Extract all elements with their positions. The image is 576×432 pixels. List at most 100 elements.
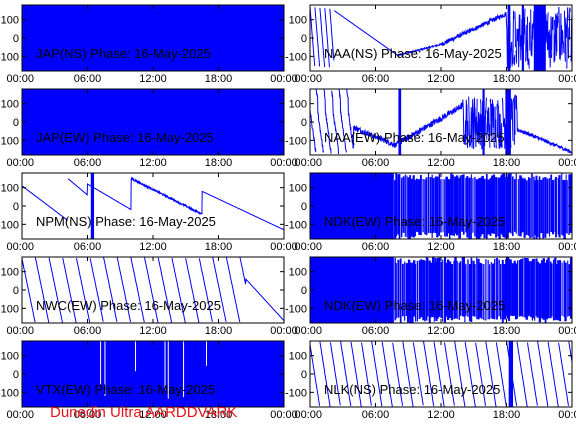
- y-tick-label: 100: [289, 351, 307, 363]
- y-tick-label: 0: [13, 117, 19, 129]
- y-tick-label: 0: [13, 285, 19, 297]
- y-tick-label: -100: [0, 387, 19, 399]
- phase-panel: 1000-10000:0006:0012:0018:0000:00NLK(NS)…: [285, 340, 576, 421]
- y-tick-label: 100: [1, 15, 19, 27]
- phase-trace: [22, 257, 284, 323]
- y-tick-label: 100: [289, 15, 307, 27]
- panel-frame: [21, 172, 285, 240]
- phase-trace: [310, 173, 572, 239]
- x-tick-label: 00:00: [270, 157, 298, 169]
- x-tick-label: 06:00: [362, 73, 390, 85]
- x-tick-label: 00:00: [558, 73, 576, 85]
- y-tick-label: -100: [285, 219, 307, 231]
- x-tick-label: 12:00: [427, 157, 455, 169]
- x-tick-label: 12:00: [427, 409, 455, 421]
- x-tick-label: 00:00: [294, 325, 322, 337]
- x-tick-label: 12:00: [139, 73, 167, 85]
- y-tick-label: -100: [0, 51, 19, 63]
- x-tick-label: 00:00: [294, 73, 322, 85]
- x-tick-label: 00:00: [6, 73, 34, 85]
- x-tick-label: 06:00: [74, 409, 102, 421]
- phase-fill: [508, 341, 514, 407]
- x-tick-label: 06:00: [362, 409, 390, 421]
- phase-fill: [22, 5, 284, 71]
- y-tick-label: 100: [1, 267, 19, 279]
- x-tick-label: 18:00: [205, 73, 233, 85]
- phase-fill: [521, 5, 524, 71]
- y-tick-label: 0: [13, 201, 19, 213]
- phase-trace: [310, 5, 572, 71]
- phase-fill: [398, 89, 402, 155]
- phase-trace: [310, 341, 572, 407]
- y-tick-label: 100: [289, 183, 307, 195]
- x-tick-label: 06:00: [74, 73, 102, 85]
- panel-title: NLK(NS) Phase: 16-May-2025: [324, 382, 500, 397]
- x-tick-label: 00:00: [270, 409, 298, 421]
- x-tick-label: 18:00: [493, 241, 521, 253]
- y-tick-label: 0: [301, 33, 307, 45]
- x-tick-label: 06:00: [362, 325, 390, 337]
- x-tick-label: 00:00: [270, 73, 298, 85]
- y-tick-label: 0: [13, 33, 19, 45]
- x-tick-label: 00:00: [270, 325, 298, 337]
- x-tick-label: 00:00: [558, 157, 576, 169]
- phase-panel: 1000-10000:0006:0012:0018:0000:00JAP(EW)…: [0, 88, 298, 169]
- phase-trace: [310, 257, 572, 323]
- x-tick-label: 12:00: [139, 157, 167, 169]
- phase-trace: [310, 89, 572, 155]
- x-tick-label: 18:00: [205, 157, 233, 169]
- panel-title: NWC(EW) Phase: 16-May-2025: [36, 298, 221, 313]
- x-tick-label: 00:00: [294, 409, 322, 421]
- phase-fill: [22, 89, 284, 155]
- phase-line: [22, 176, 284, 231]
- x-tick-label: 00:00: [558, 409, 576, 421]
- x-tick-label: 06:00: [74, 241, 102, 253]
- phase-panel: 1000-10000:0006:0012:0018:0000:00NDK(EW)…: [285, 172, 576, 253]
- phase-fill: [310, 173, 394, 239]
- phase-fill: [505, 89, 511, 155]
- panel-frame: [21, 256, 285, 324]
- y-tick-label: -100: [285, 303, 307, 315]
- panel-title: NAA(EW) Phase: 16-May-2025: [324, 130, 505, 145]
- phase-panel: 1000-10000:0006:0012:0018:0000:00JAP(NS)…: [0, 4, 298, 85]
- phase-line: [22, 257, 284, 323]
- x-tick-label: 00:00: [294, 157, 322, 169]
- phase-line: [310, 341, 572, 407]
- x-tick-label: 12:00: [427, 241, 455, 253]
- x-tick-label: 12:00: [139, 241, 167, 253]
- y-tick-label: -100: [285, 135, 307, 147]
- panel-title: NAA(NS) Phase: 16-May-2025: [324, 46, 502, 61]
- y-tick-label: 0: [13, 369, 19, 381]
- x-tick-label: 18:00: [493, 325, 521, 337]
- station-footer: Dunedin Ultra AARDDVARK: [50, 404, 238, 421]
- x-tick-label: 18:00: [205, 325, 233, 337]
- y-tick-label: 100: [1, 183, 19, 195]
- x-tick-label: 06:00: [362, 157, 390, 169]
- x-tick-label: 18:00: [205, 409, 233, 421]
- phase-panel: 1000-10000:0006:0012:0018:0000:00NAA(NS)…: [285, 4, 576, 85]
- phase-fill: [22, 341, 284, 407]
- x-tick-label: 12:00: [427, 325, 455, 337]
- x-tick-label: 06:00: [362, 241, 390, 253]
- x-tick-label: 12:00: [139, 325, 167, 337]
- x-tick-label: 12:00: [427, 73, 455, 85]
- y-tick-label: 100: [289, 99, 307, 111]
- y-tick-label: -100: [0, 303, 19, 315]
- y-tick-label: -100: [0, 219, 19, 231]
- phase-panel: 1000-10000:0006:0012:0018:0000:00NAA(EW)…: [285, 88, 576, 169]
- y-tick-label: 100: [1, 351, 19, 363]
- phase-panel: 1000-10000:0006:0012:0018:0000:00NWC(EW)…: [0, 256, 298, 337]
- y-tick-label: -100: [0, 135, 19, 147]
- panel-title: JAP(EW) Phase: 16-May-2025: [36, 130, 214, 145]
- phase-line: [310, 89, 572, 155]
- y-tick-label: 100: [1, 99, 19, 111]
- x-tick-label: 00:00: [6, 325, 34, 337]
- phase-fill: [533, 5, 546, 71]
- x-tick-label: 00:00: [558, 241, 576, 253]
- y-tick-label: 0: [301, 369, 307, 381]
- phase-trace: [22, 89, 284, 155]
- y-tick-label: -100: [285, 387, 307, 399]
- panel-title: VTX(EW) Phase: 16-May-2025: [36, 382, 215, 397]
- x-tick-label: 18:00: [493, 73, 521, 85]
